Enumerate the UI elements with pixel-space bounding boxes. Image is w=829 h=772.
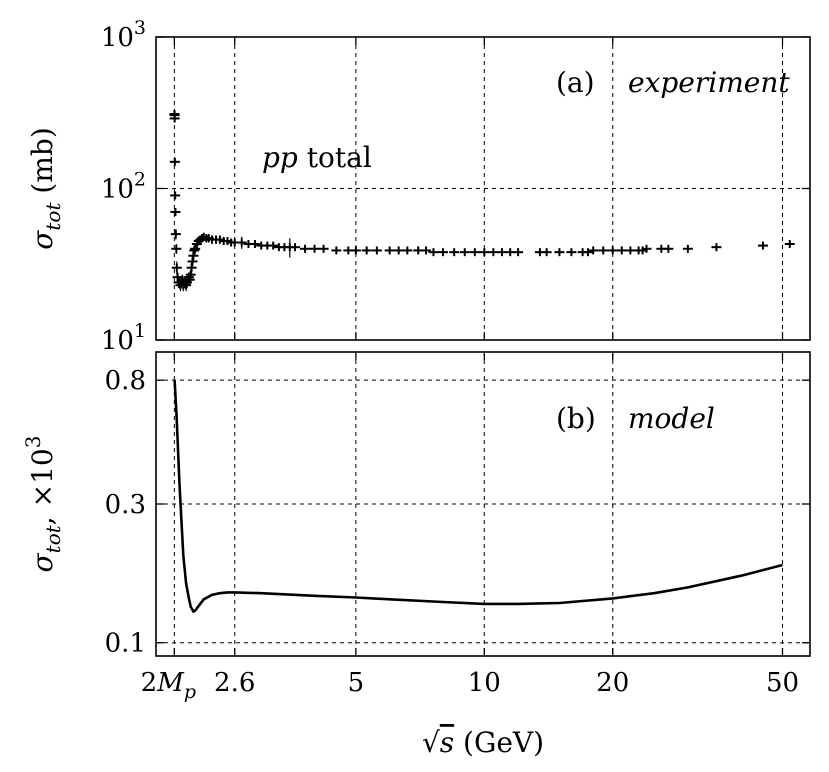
y-tick-label-b-1: 0.3: [105, 490, 146, 520]
x-tick-label-0: 2Mp: [141, 668, 196, 703]
data-point-28: [190, 244, 201, 254]
data-point-79: [566, 248, 577, 257]
data-point-2: [169, 114, 180, 123]
y-tick-exp: 3: [134, 17, 146, 39]
x-label-radical: √: [422, 726, 440, 759]
data-point-71: [479, 248, 490, 257]
data-point-94: [757, 241, 768, 250]
data-point-72: [488, 248, 499, 257]
data-point-48: [268, 241, 279, 250]
y-tick-exp: 1: [134, 320, 146, 342]
data-point-68: [449, 248, 460, 257]
y-label-a-unit: (mb): [26, 127, 59, 202]
data-point-43: [236, 236, 247, 249]
data-point-91: [663, 244, 674, 253]
data-point-61: [384, 246, 395, 255]
data-point-8: [171, 261, 182, 275]
y-tick-base: 10: [101, 326, 134, 356]
panel-b: 0.1 0.3 0.8 (b) model σtot, ×103: [21, 351, 811, 659]
data-point-4: [170, 191, 181, 200]
data-point-52: [290, 243, 301, 252]
x-tick-label-5: 50: [766, 668, 799, 698]
y-tick-labels-b: 0.1 0.3 0.8: [105, 366, 146, 659]
data-point-85: [616, 246, 627, 255]
x-tick-coef: 2: [141, 668, 158, 698]
data-point-59: [361, 246, 372, 255]
data-point-63: [402, 246, 413, 255]
y-tick-base: 10: [101, 23, 134, 53]
grid-b: [156, 352, 810, 656]
data-point-77: [541, 248, 552, 257]
data-point-54: [309, 244, 320, 253]
data-point-62: [393, 246, 404, 255]
ticks-b: [156, 352, 810, 656]
panel-note-b: model: [628, 402, 715, 435]
data-point-75: [513, 248, 524, 257]
x-label-unit: (GeV): [454, 726, 544, 759]
x-tick-sub: p: [184, 681, 196, 703]
data-point-6: [170, 229, 181, 240]
data-point-7: [171, 244, 182, 254]
data-point-3: [169, 157, 180, 166]
data-point-53: [300, 244, 311, 253]
x-tick-label-3: 10: [468, 668, 501, 698]
data-point-56: [331, 246, 342, 255]
y-label-a-symbol: σ: [26, 230, 59, 250]
data-point-78: [554, 248, 565, 257]
panel-label-b: (b): [556, 402, 596, 435]
data-point-70: [469, 248, 480, 257]
y-label-b-symbol: σ: [26, 552, 59, 572]
data-point-83: [598, 246, 609, 255]
data-point-5: [170, 207, 181, 216]
y-tick-label-b-2: 0.8: [105, 366, 146, 396]
y-label-a-sub: tot: [41, 202, 65, 231]
data-point-82: [588, 246, 599, 255]
annotation-prefix: pp: [262, 141, 298, 174]
data-point-55: [318, 244, 329, 253]
x-tick-var: M: [156, 668, 185, 698]
y-tick-label-b-0: 0.1: [105, 629, 146, 659]
data-point-45: [249, 240, 260, 249]
x-tick-label-4: 20: [596, 668, 629, 698]
y-label-b-exp: 3: [21, 436, 45, 449]
data-points-a: [169, 110, 795, 292]
y-label-b-sub: tot: [41, 524, 65, 553]
y-axis-label-a: σtot (mb): [26, 127, 65, 249]
data-point-60: [371, 246, 382, 255]
data-point-84: [607, 246, 618, 255]
panel-note-a: experiment: [628, 66, 790, 99]
data-point-65: [420, 246, 431, 255]
y-tick-base: 10: [101, 175, 134, 205]
data-point-67: [437, 248, 448, 257]
x-tick-label-2: 5: [348, 668, 365, 698]
y-tick-exp: 2: [134, 169, 146, 191]
data-point-66: [428, 248, 439, 257]
x-tick-labels: 2Mp 2.6 5 10 20 50: [141, 668, 799, 703]
data-point-58: [350, 246, 361, 255]
x-label-var: s: [440, 726, 454, 759]
annotation-suffix: total: [298, 141, 372, 174]
y-tick-label-a-2: 103: [101, 17, 146, 53]
x-tick-label-1: 2.6: [214, 668, 255, 698]
model-curve: [173, 380, 783, 614]
data-point-81: [582, 248, 593, 257]
x-axis-label: √s (GeV): [422, 726, 544, 759]
data-point-92: [682, 244, 693, 253]
ticks-a: [156, 36, 810, 341]
y-label-b-unit: , ×10: [26, 448, 59, 525]
y-tick-label-a-0: 101: [101, 320, 146, 356]
data-point-69: [459, 248, 470, 257]
y-axis-label-b: σtot, ×103: [21, 436, 65, 573]
data-point-89: [641, 244, 652, 253]
data-point-95: [784, 240, 795, 249]
y-tick-label-a-1: 102: [101, 169, 146, 205]
data-point-93: [711, 243, 722, 252]
annotation-pp-total: pp total: [262, 141, 372, 174]
panel-label-a: (a): [556, 66, 595, 99]
